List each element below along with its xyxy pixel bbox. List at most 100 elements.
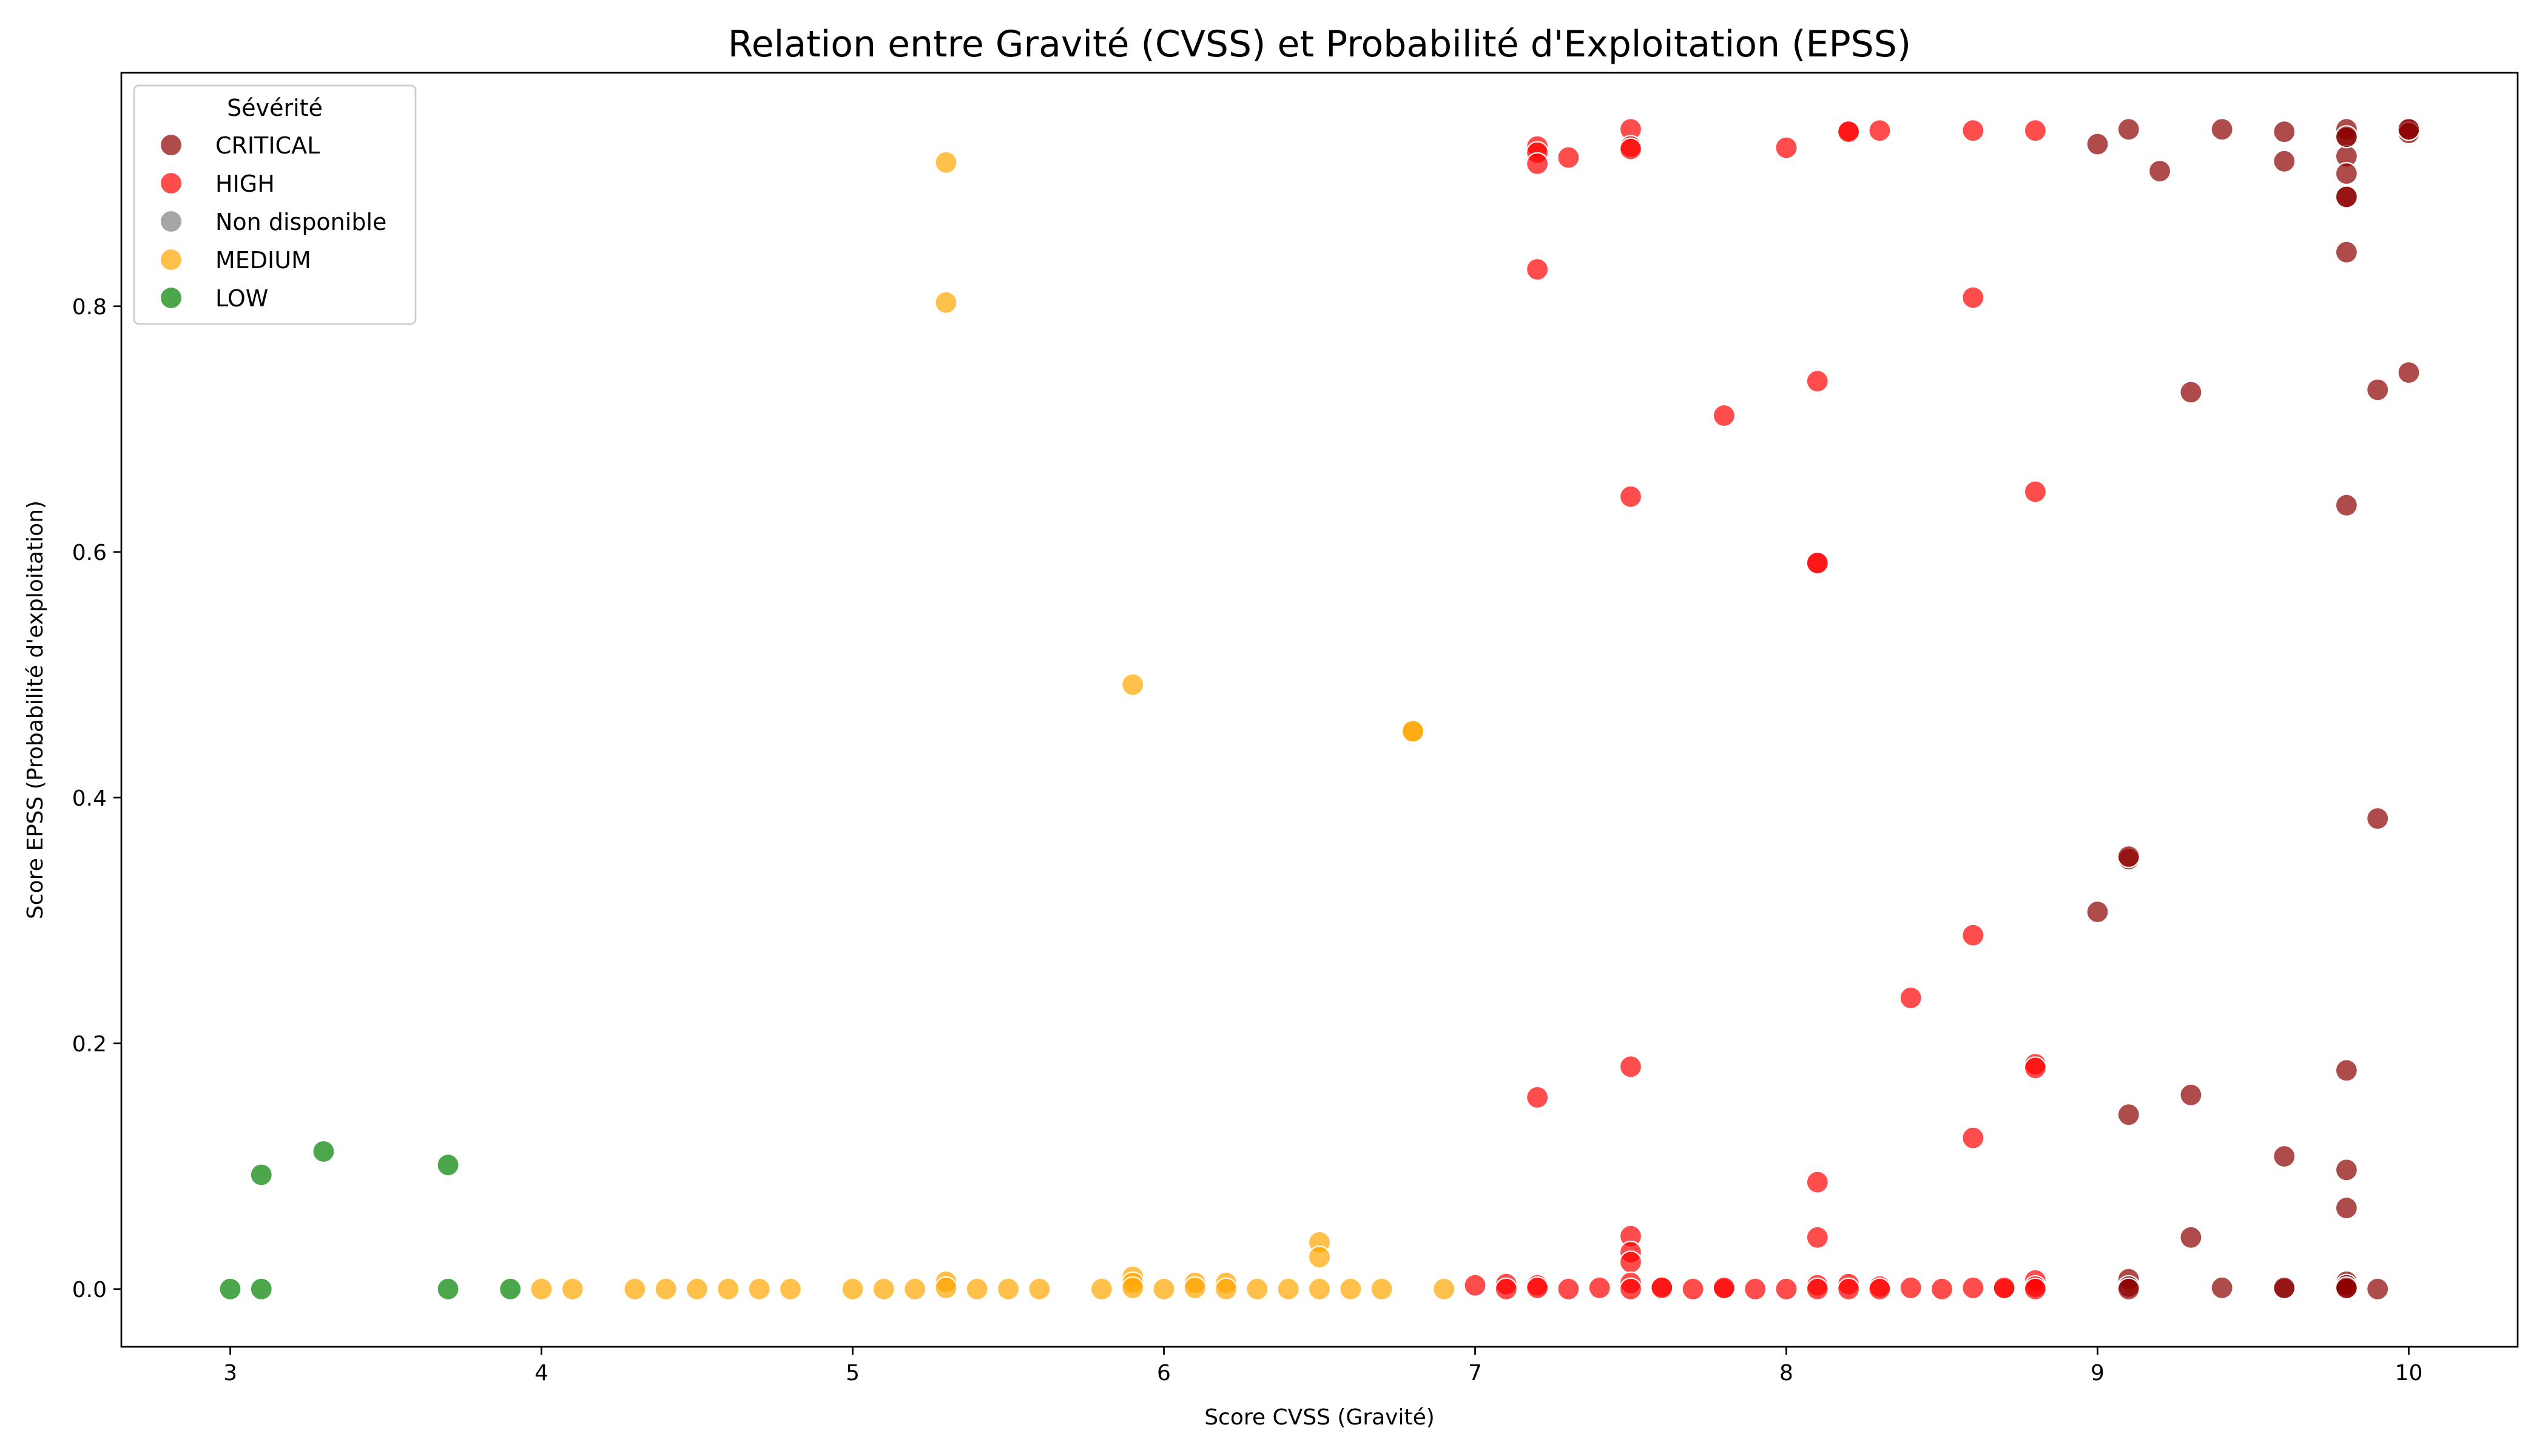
data-point xyxy=(685,1277,709,1301)
data-point xyxy=(2334,1158,2358,1182)
data-point xyxy=(2273,1144,2296,1168)
data-point xyxy=(1619,1277,1643,1301)
data-point xyxy=(2148,159,2172,183)
legend-title: Sévérité xyxy=(227,95,323,121)
data-point xyxy=(996,1277,1020,1301)
data-point xyxy=(934,1276,958,1299)
data-point xyxy=(1650,1276,1674,1299)
data-point xyxy=(1899,986,1923,1010)
data-point xyxy=(1276,1277,1300,1301)
data-point xyxy=(2210,1276,2234,1299)
data-point xyxy=(1526,1085,1549,1110)
data-point xyxy=(561,1277,584,1301)
y-tick-label: 0.4 xyxy=(72,786,107,811)
data-point xyxy=(1961,1126,1985,1150)
data-point xyxy=(1712,403,1736,428)
data-point xyxy=(1557,1277,1580,1301)
data-point xyxy=(530,1277,553,1301)
data-point xyxy=(1526,152,1549,175)
data-point xyxy=(1868,1277,1892,1301)
data-point xyxy=(1588,1276,1611,1299)
legend-marker xyxy=(159,248,183,272)
data-point xyxy=(2086,132,2109,156)
data-point xyxy=(1619,137,1643,161)
data-point xyxy=(1868,119,1892,143)
data-point xyxy=(1121,1276,1145,1299)
legend-items: CRITICAL HIGH Non disponible MEDIUM LOW xyxy=(159,132,386,312)
data-point xyxy=(1339,1277,1363,1301)
data-point xyxy=(2023,1277,2047,1301)
data-point xyxy=(2334,185,2358,209)
data-point xyxy=(965,1277,989,1301)
data-point xyxy=(2366,807,2390,831)
y-tick-label: 0.2 xyxy=(72,1032,107,1057)
legend: Sévérité CRITICAL HIGH Non disponible MEDIU… xyxy=(133,84,417,325)
data-point xyxy=(1619,485,1643,508)
y-tick-label: 0.6 xyxy=(72,541,107,565)
data-point xyxy=(1401,720,1424,743)
data-point xyxy=(1961,286,1985,309)
points-layer xyxy=(218,118,2421,1301)
data-point xyxy=(2179,380,2203,404)
data-point xyxy=(1712,1276,1736,1299)
x-tick-label: 9 xyxy=(2091,1361,2105,1386)
x-tick-label: 10 xyxy=(2395,1361,2423,1386)
legend-label: CRITICAL xyxy=(215,132,320,159)
x-tick-label: 8 xyxy=(1779,1361,1793,1386)
data-point xyxy=(1961,1276,1985,1299)
data-point xyxy=(1774,136,1798,160)
data-point xyxy=(1805,369,1829,393)
legend-marker xyxy=(159,209,183,234)
data-point xyxy=(2397,118,2421,141)
data-point xyxy=(2334,493,2358,517)
legend-label: Non disponible xyxy=(215,209,386,235)
data-point xyxy=(872,1277,895,1301)
data-point xyxy=(2023,1056,2047,1080)
data-point xyxy=(1526,257,1549,281)
data-point xyxy=(2334,1276,2358,1299)
legend-label: MEDIUM xyxy=(215,247,311,274)
data-point xyxy=(2117,844,2140,869)
data-point xyxy=(1681,1277,1705,1301)
data-point xyxy=(2210,118,2234,141)
data-point xyxy=(1619,1055,1643,1079)
x-axis-title: Score CVSS (Gravité) xyxy=(1204,1405,1435,1430)
data-point xyxy=(841,1277,864,1301)
data-point xyxy=(1307,1245,1332,1269)
data-point xyxy=(2117,1103,2140,1127)
data-point xyxy=(1961,923,1985,947)
y-tick-label: 0.0 xyxy=(72,1278,107,1303)
data-point xyxy=(1183,1276,1207,1299)
y-tick-label: 0.8 xyxy=(72,295,107,320)
data-point xyxy=(2366,378,2390,402)
data-point xyxy=(1774,1277,1798,1301)
data-point xyxy=(716,1277,740,1301)
data-point xyxy=(1805,1225,1829,1249)
x-tick-label: 7 xyxy=(1468,1361,1482,1386)
data-point xyxy=(778,1277,803,1301)
data-point xyxy=(249,1163,273,1187)
y-axis-title: Score EPSS (Probabilité d'exploitation) xyxy=(23,500,48,919)
data-point xyxy=(2117,118,2140,141)
data-point xyxy=(436,1153,460,1177)
data-point xyxy=(1370,1277,1394,1301)
data-point xyxy=(2273,149,2296,173)
data-point xyxy=(1307,1277,1332,1301)
data-point xyxy=(1463,1273,1487,1297)
data-point xyxy=(2086,900,2109,924)
data-point xyxy=(1090,1277,1114,1301)
data-point xyxy=(436,1277,460,1301)
data-point xyxy=(2334,1196,2358,1220)
data-point xyxy=(218,1277,242,1301)
legend-box xyxy=(133,84,417,325)
x-tick-label: 6 xyxy=(1157,1361,1171,1386)
data-point xyxy=(2397,360,2421,385)
data-point xyxy=(2273,120,2296,144)
data-point xyxy=(1899,1276,1923,1299)
data-point xyxy=(499,1277,522,1301)
data-point xyxy=(1557,146,1580,169)
data-point xyxy=(1930,1277,1954,1301)
data-point xyxy=(1152,1277,1176,1301)
